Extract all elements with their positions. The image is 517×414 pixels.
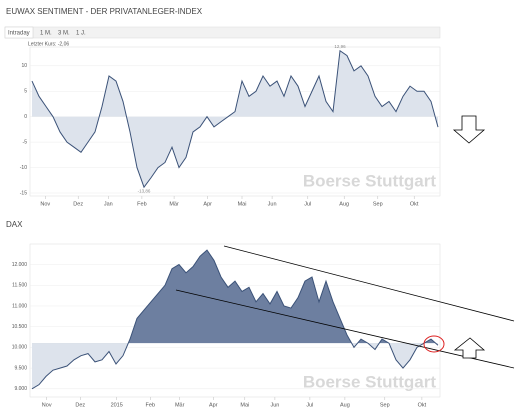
chart-title: EUWAX SENTIMENT - DER PRIVATANLEGER-INDE…: [6, 7, 203, 16]
x-tick-label: Dez: [73, 201, 83, 207]
x-tick-label: Apr: [203, 201, 212, 207]
last-price: Letzter Kurs: -2,06: [28, 41, 69, 47]
up-arrow: [453, 337, 486, 359]
down-arrow: [452, 115, 486, 144]
chart: Boerse Stuttgart 12.000 11.500 11.000 10.500…: [12, 243, 441, 408]
y-tick-label: -10: [20, 165, 27, 171]
x-tick-label: Jul: [306, 402, 313, 408]
y-tick-label: 12.000: [12, 262, 28, 268]
highlight-circle: [423, 335, 445, 353]
y-tick-label: 0: [24, 114, 27, 120]
x-tick-label: Feb: [137, 201, 146, 207]
x-tick-label: Nov: [42, 402, 52, 408]
watermark: Boerse Stuttgart: [303, 171, 437, 190]
x-tick-label: Feb: [146, 402, 155, 408]
x-tick-label: Nov: [40, 201, 50, 207]
tab[interactable]: 1 J.: [76, 31, 86, 37]
chart-title: DAX: [6, 220, 23, 229]
area-above: [32, 50, 438, 117]
x-tick-label: Jun: [270, 402, 279, 408]
trend-line: [223, 245, 515, 322]
tab[interactable]: Intraday: [8, 31, 30, 37]
y-tick-label: 11.000: [12, 303, 27, 309]
y-tick-label: 10: [21, 63, 27, 69]
x-tick-label: Apr: [209, 402, 218, 408]
y-tick-label: 10.500: [12, 324, 28, 330]
x-tick-label: Jan: [104, 201, 113, 207]
annotation: 12,96: [334, 44, 346, 49]
line: [31, 249, 439, 390]
x-tick-label: Sep: [380, 402, 390, 408]
tab-active[interactable]: [4, 26, 34, 39]
x-tick-label: Aug: [339, 201, 349, 207]
y-tick-label: 11.500: [12, 283, 27, 289]
y-tick-label: 9.000: [14, 386, 27, 392]
tab[interactable]: 1 M.: [40, 31, 52, 37]
x-tick-label: Sep: [373, 201, 383, 207]
watermark: Boerse Stuttgart: [303, 372, 437, 391]
x-tick-label: Mär: [169, 201, 179, 207]
trend-line: [175, 289, 515, 369]
area-below: [53, 116, 438, 188]
x-tick-label: Dez: [75, 402, 85, 408]
x-tick-label: Mai: [238, 201, 247, 207]
x-tick-label: 2015: [111, 402, 123, 408]
x-tick-label: Okt: [410, 201, 419, 207]
area-above: [32, 250, 438, 344]
x-tick-label: Jul: [304, 201, 311, 207]
y-tick-label: -15: [20, 190, 27, 196]
y-tick-label: 5: [24, 89, 27, 95]
y-tick-label: 10.000: [12, 345, 28, 351]
x-tick-label: Mär: [175, 402, 185, 408]
line: [31, 49, 439, 189]
area-below: [32, 343, 438, 389]
x-tick-label: Aug: [340, 402, 350, 408]
y-tick-label: 9.500: [14, 365, 27, 371]
tab[interactable]: 3 M.: [58, 31, 70, 37]
chart: Boerse Stuttgart 10 5 0 -5 -10 -15 Nov Dez Jan Feb…: [20, 44, 441, 207]
annotation: -13,86: [138, 188, 151, 193]
x-tick-label: Mai: [240, 402, 249, 408]
x-tick-label: Okt: [418, 402, 427, 408]
tab-bar: [4, 26, 441, 39]
x-tick-label: Jun: [268, 201, 277, 207]
y-tick-label: -5: [23, 139, 28, 145]
